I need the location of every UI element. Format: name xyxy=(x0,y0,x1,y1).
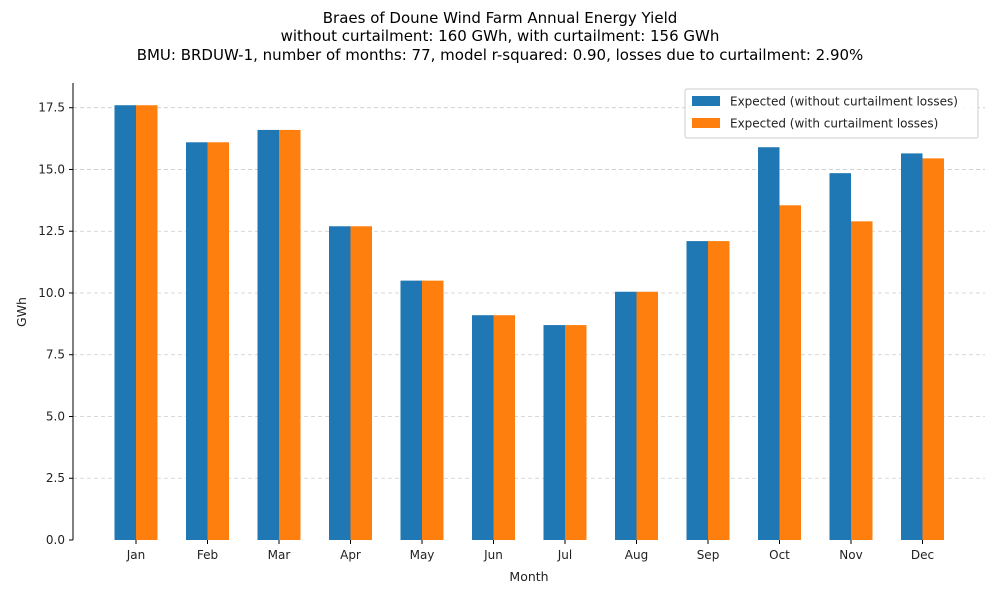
x-tick-label: Mar xyxy=(268,548,291,562)
x-tick-label: Sep xyxy=(697,548,720,562)
y-tick-label: 17.5 xyxy=(38,101,65,115)
y-tick-label: 12.5 xyxy=(38,224,65,238)
legend-swatch-with-curtailment xyxy=(692,118,720,128)
x-ticks: Jan Feb Mar Apr May Jun Jul Aug Sep Oct Nov Dec xyxy=(126,540,934,562)
bar-with-curtailment-feb xyxy=(207,142,229,540)
bar-with-curtailment-jan xyxy=(136,105,158,541)
bar-without-curtailment-may xyxy=(400,280,422,540)
y-tick-label: 10.0 xyxy=(38,286,65,300)
legend-swatch-without-curtailment xyxy=(692,96,720,106)
bar-with-curtailment-sep xyxy=(708,241,730,540)
x-tick-label: Jul xyxy=(557,548,572,562)
bar-without-curtailment-jan xyxy=(114,105,136,541)
y-tick-label: 5.0 xyxy=(46,409,65,423)
bar-without-curtailment-aug xyxy=(615,291,637,540)
bar-without-curtailment-oct xyxy=(758,147,780,540)
chart-subtitle-line-2: BMU: BRDUW-1, number of months: 77, mode… xyxy=(137,46,864,64)
y-tick-label: 0.0 xyxy=(46,533,65,547)
bar-without-curtailment-mar xyxy=(257,129,279,541)
chart-title-text: Braes of Doune Wind Farm Annual Energy Y… xyxy=(323,9,678,27)
x-axis-label: Month xyxy=(509,569,548,584)
bar-without-curtailment-feb xyxy=(186,142,208,540)
x-tick-label: Jun xyxy=(483,548,503,562)
bar-with-curtailment-apr xyxy=(350,226,372,540)
y-tick-label: 7.5 xyxy=(46,348,65,362)
bar-with-curtailment-oct xyxy=(779,205,801,540)
chart-subtitle-line-1: without curtailment: 160 GWh, with curta… xyxy=(281,27,720,45)
bar-with-curtailment-nov xyxy=(851,221,873,540)
x-tick-label: May xyxy=(410,548,435,562)
x-tick-label: Apr xyxy=(340,548,361,562)
y-axis-label: GWh xyxy=(14,297,29,327)
chart-title: Braes of Doune Wind Farm Annual Energy Y… xyxy=(137,9,864,64)
bar-with-curtailment-may xyxy=(422,280,444,540)
legend-label-with-curtailment: Expected (with curtailment losses) xyxy=(730,117,938,131)
y-tick-label: 2.5 xyxy=(46,471,65,485)
bar-without-curtailment-nov xyxy=(829,173,851,541)
y-ticks: 0.0 2.5 5.0 7.5 10.0 12.5 15.0 17.5 xyxy=(38,101,73,547)
x-tick-label: Jan xyxy=(126,548,146,562)
bar-with-curtailment-dec xyxy=(922,158,944,540)
x-tick-label: Dec xyxy=(911,548,934,562)
bar-with-curtailment-jul xyxy=(565,325,587,540)
legend: Expected (without curtailment losses) Ex… xyxy=(684,88,979,139)
bar-with-curtailment-mar xyxy=(279,129,301,541)
bar-without-curtailment-sep xyxy=(686,241,708,540)
bar-with-curtailment-aug xyxy=(636,291,658,540)
y-tick-label: 15.0 xyxy=(38,162,65,176)
bar-without-curtailment-dec xyxy=(901,153,923,540)
bar-without-curtailment-jun xyxy=(472,315,494,540)
x-tick-label: Nov xyxy=(839,548,862,562)
bar-with-curtailment-jun xyxy=(493,315,515,540)
bar-without-curtailment-apr xyxy=(329,226,351,540)
legend-label-without-curtailment: Expected (without curtailment losses) xyxy=(730,95,958,109)
x-tick-label: Oct xyxy=(769,548,790,562)
bar-without-curtailment-jul xyxy=(543,325,565,540)
x-tick-label: Feb xyxy=(197,548,218,562)
x-tick-label: Aug xyxy=(625,548,648,562)
legend-box xyxy=(684,88,979,139)
bars xyxy=(114,105,944,541)
